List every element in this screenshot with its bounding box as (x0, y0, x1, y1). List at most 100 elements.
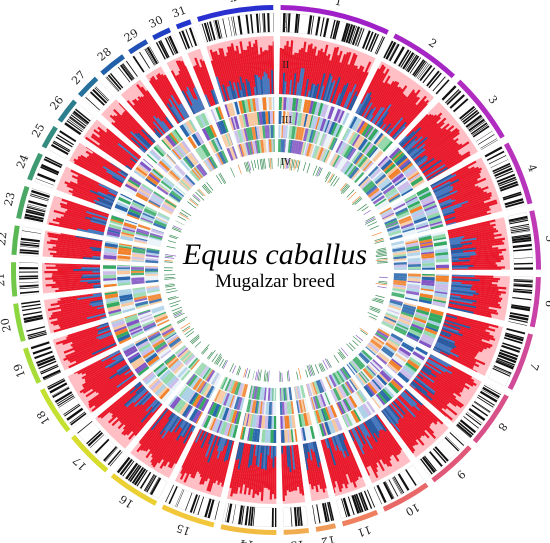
chromosome-label-18: 18 (34, 408, 52, 427)
inner-track-31 (237, 164, 242, 174)
chromosome-arc-11 (341, 509, 379, 527)
chromosome-label-12: 12 (320, 533, 336, 543)
chromosome-label-3: 3 (485, 93, 500, 107)
ideogram-bands-27 (85, 86, 110, 111)
heatmap-track-4 (379, 186, 444, 241)
heatmap-track-28 (161, 129, 208, 182)
density-track-4 (430, 157, 503, 226)
density-track-25 (69, 142, 129, 188)
inner-track-24 (171, 220, 185, 233)
inner-track-6 (375, 276, 388, 289)
density-track-29 (145, 66, 190, 124)
ideogram-bands-30 (155, 35, 179, 60)
chromosome-arc-19 (23, 347, 42, 384)
heatmap-track-25 (123, 175, 177, 215)
heatmap-track-5 (390, 231, 449, 270)
density-track-22 (42, 230, 103, 260)
density-track-11 (320, 432, 367, 497)
heatmap-track-1 (278, 97, 350, 164)
heatmap-track-17 (142, 344, 200, 403)
inner-track-23 (166, 234, 179, 249)
heatmap-track-23 (106, 215, 165, 247)
ideogram-bands-15 (165, 484, 220, 520)
ideogram-bands-11 (341, 489, 376, 518)
ideogram-bands-20 (21, 300, 47, 340)
chromosome-arc-3 (456, 79, 505, 139)
chromosome-arc-18 (39, 388, 71, 433)
chromosome-arc-14 (220, 524, 277, 535)
ideogram-bands-3 (441, 85, 498, 150)
inner-track-11 (305, 364, 320, 378)
inner-track-29 (215, 172, 227, 185)
chromosome-arc-25 (41, 125, 58, 149)
density-track-10 (348, 413, 411, 484)
density-track-15 (174, 428, 235, 498)
density-track-5 (447, 217, 510, 270)
chromosome-label-20: 20 (0, 317, 14, 333)
chromosome-arc-17 (71, 434, 109, 473)
chromosome-arc-9 (431, 445, 472, 483)
inner-track-14 (252, 369, 270, 382)
density-track-17 (95, 381, 163, 449)
chromosome-arc-27 (77, 76, 99, 98)
heatmap-track-16 (168, 362, 223, 424)
heatmap-track-26 (133, 158, 186, 204)
ideogram-bands-13 (290, 506, 303, 527)
chromosome-label-6: 6 (543, 299, 550, 308)
track-label-IV: IV (281, 158, 292, 168)
density-track-2 (355, 61, 435, 141)
chromosome-label-15: 15 (175, 521, 193, 538)
chromosome-label-14: 14 (240, 537, 255, 543)
inner-track-1 (277, 158, 323, 177)
chromosome-arc-26 (57, 99, 77, 123)
heatmap-track-30 (195, 111, 229, 166)
heatmap-track-x (224, 97, 275, 158)
chromosome-arc-15 (161, 504, 215, 528)
chromosome-arc-23 (16, 185, 30, 220)
chromosome-arc-28 (100, 54, 125, 76)
chromosome-arc-2 (393, 33, 456, 79)
chromosome-label-x: x (229, 0, 238, 5)
chromosome-label-22: 22 (0, 231, 10, 246)
chromosome-label-25: 25 (29, 121, 47, 140)
density-track-9 (381, 388, 449, 458)
density-track-28 (120, 79, 174, 139)
inner-track-2 (324, 171, 351, 194)
inner-track-17 (189, 334, 210, 355)
chromosome-arc-13 (283, 527, 310, 535)
density-track-21 (42, 263, 101, 294)
inner-track-13 (278, 369, 290, 382)
chromosome-arc-22 (11, 225, 20, 256)
heatmap-track-3 (358, 145, 426, 211)
ideogram-bands-26 (64, 108, 91, 136)
chromosome-label-9: 9 (454, 467, 468, 481)
heatmap-track-18 (121, 323, 183, 376)
inner-track-25 (177, 209, 192, 221)
ideogram-bands-29 (132, 46, 159, 73)
ideogram-28 (105, 60, 138, 93)
ideogram-bands-9 (420, 432, 465, 475)
chromosome-arc-6 (529, 276, 541, 328)
inner-track-30 (230, 167, 236, 178)
heatmap-track-19 (110, 305, 170, 345)
inner-track-12 (296, 368, 302, 380)
heatmap-track-27 (146, 143, 196, 192)
chromosome-label-7: 7 (527, 361, 542, 372)
inner-track-16 (206, 349, 228, 369)
inner-track-10 (318, 354, 340, 373)
ideogram-22 (19, 226, 42, 257)
breed-subtitle: Mugalzar breed (215, 271, 335, 292)
chromosome-arc-1 (280, 5, 389, 35)
heatmap-track-20 (104, 285, 163, 317)
heatmap-track-12 (293, 384, 316, 441)
chromosome-label-31: 31 (170, 4, 188, 21)
density-track-19 (52, 322, 118, 371)
density-track-7 (432, 312, 503, 376)
chromosome-label-2: 2 (426, 36, 439, 51)
chromosome-arc-16 (110, 473, 158, 506)
ideogram-bands-25 (50, 130, 77, 156)
ideogram-bands-14 (224, 503, 277, 527)
ideogram-ring (18, 12, 534, 528)
inner-track-4 (364, 216, 385, 244)
